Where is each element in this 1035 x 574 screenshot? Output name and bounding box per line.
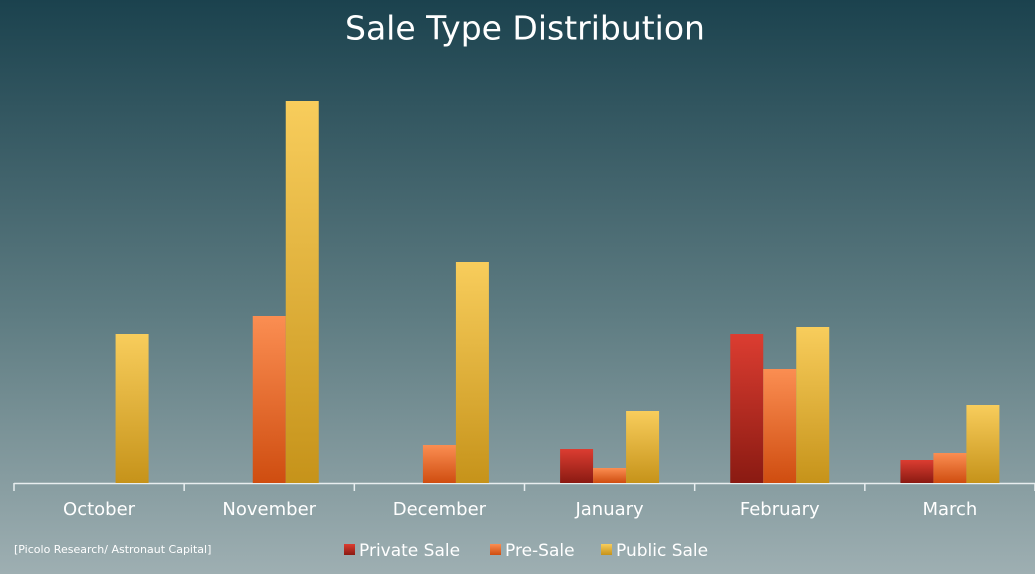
bar bbox=[115, 334, 149, 483]
bar bbox=[422, 445, 456, 483]
bar bbox=[966, 405, 1000, 483]
x-tick-label: March bbox=[922, 499, 977, 520]
bar bbox=[252, 316, 286, 483]
legend-swatch bbox=[601, 544, 612, 555]
bar bbox=[560, 449, 594, 483]
bar bbox=[626, 411, 660, 483]
legend-label: Private Sale bbox=[359, 541, 460, 561]
x-tick-label: December bbox=[393, 499, 487, 520]
legend-label: Pre-Sale bbox=[505, 541, 575, 561]
bar bbox=[933, 453, 967, 483]
x-tick-label: January bbox=[574, 499, 644, 520]
bar bbox=[730, 334, 764, 483]
bar bbox=[900, 460, 934, 483]
x-tick-label: October bbox=[63, 499, 136, 520]
legend-label: Public Sale bbox=[616, 541, 708, 561]
chart-title: Sale Type Distribution bbox=[345, 9, 705, 48]
legend-swatch bbox=[344, 544, 355, 555]
x-tick-label: February bbox=[740, 499, 820, 520]
x-tick-label: November bbox=[222, 499, 316, 520]
bar bbox=[593, 468, 627, 483]
bar bbox=[285, 101, 319, 483]
source-note: [Picolo Research/ Astronaut Capital] bbox=[14, 543, 211, 556]
bar bbox=[455, 262, 489, 483]
legend-swatch bbox=[490, 544, 501, 555]
bar bbox=[763, 369, 797, 483]
bar bbox=[796, 327, 830, 483]
